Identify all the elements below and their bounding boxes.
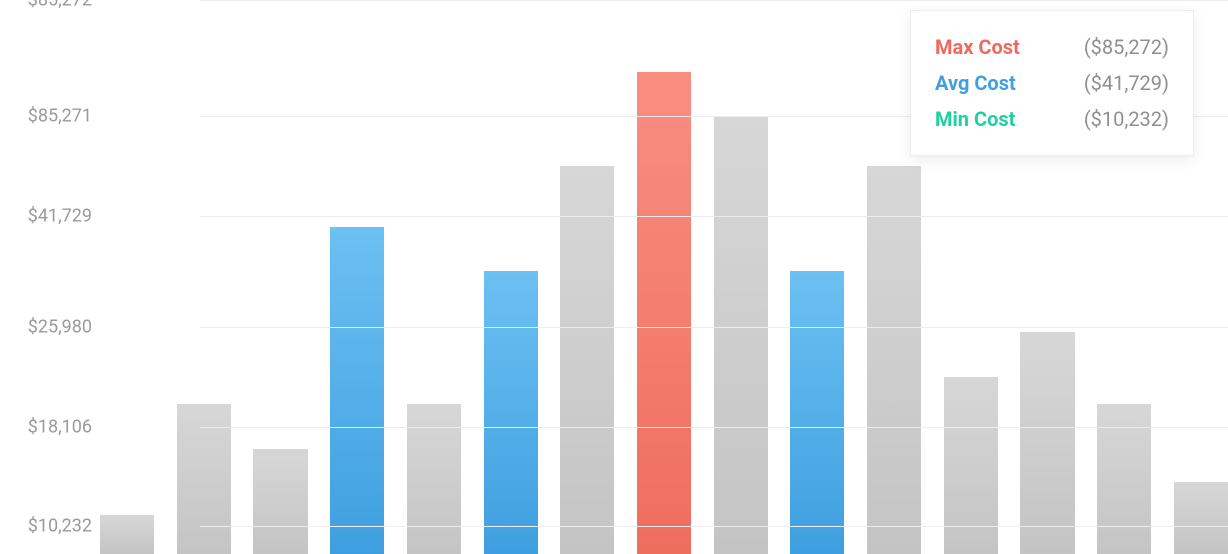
legend-value: ($10,232): [1084, 107, 1169, 131]
bar-gray: [100, 515, 154, 554]
y-tick-label: $85,271: [0, 106, 100, 127]
y-tick-label: $41,729: [0, 206, 100, 227]
bar-blue: [484, 271, 538, 554]
gridline: [200, 427, 1228, 428]
bar-gray: [560, 166, 614, 554]
bar-blue: [790, 271, 844, 554]
bar-gray: [253, 449, 307, 554]
gridline: [200, 216, 1228, 217]
gridline: [200, 327, 1228, 328]
gridline: [200, 526, 1228, 527]
legend-label: Max Cost: [935, 35, 1020, 59]
bar-gray: [944, 377, 998, 554]
y-tick-label: $25,980: [0, 316, 100, 337]
legend-value: ($85,272): [1084, 35, 1169, 59]
gridline: [200, 0, 1228, 1]
y-tick-label: $18,106: [0, 416, 100, 437]
y-tick-label: $10,232: [0, 516, 100, 537]
bar-gray: [1174, 482, 1228, 554]
y-axis: $85,272 $85,271 $41,729 $25,980 $18,106 $10,2…: [0, 0, 100, 554]
legend-row: Avg Cost ($41,729): [935, 65, 1169, 101]
bar-blue: [330, 227, 384, 554]
legend-label: Min Cost: [935, 107, 1015, 131]
cost-bar-chart: $85,272 $85,271 $41,729 $25,980 $18,106 $10,2…: [0, 0, 1228, 554]
legend-value: ($41,729): [1084, 71, 1169, 95]
y-tick-label: $85,272: [0, 0, 100, 11]
bar-gray: [1020, 332, 1074, 554]
legend-row: Max Cost ($85,272): [935, 29, 1169, 65]
bar-gray: [867, 166, 921, 554]
bar-gray: [714, 116, 768, 554]
legend-row: Min Cost ($10,232): [935, 101, 1169, 137]
legend-label: Avg Cost: [935, 71, 1016, 95]
legend-card: Max Cost ($85,272) Avg Cost ($41,729) Min Co…: [910, 10, 1194, 156]
bar-red: [637, 72, 691, 554]
